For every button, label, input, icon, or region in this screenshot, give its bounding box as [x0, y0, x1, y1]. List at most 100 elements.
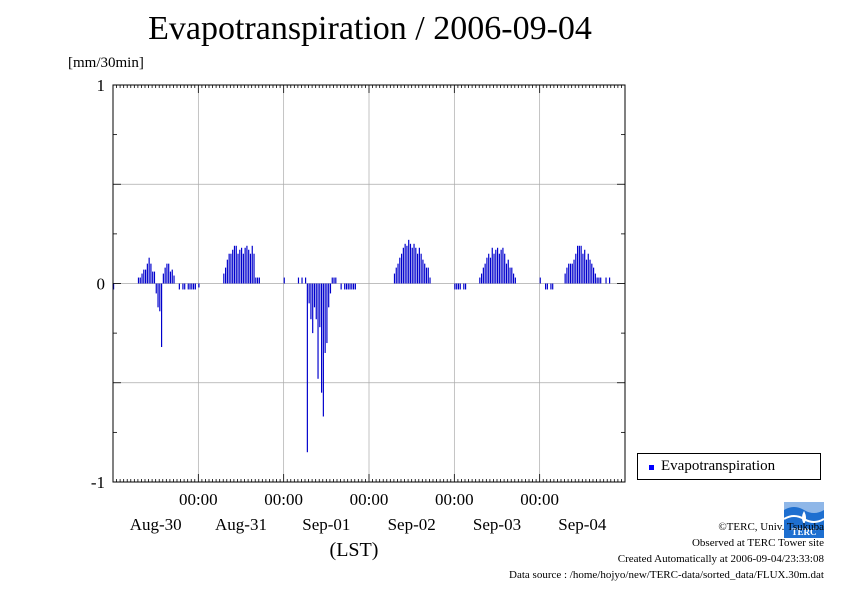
x-date-label: Sep-01 — [302, 515, 350, 534]
data-bar — [495, 249, 497, 284]
data-bar — [313, 283, 316, 308]
data-bar — [182, 283, 184, 290]
data-bar — [424, 263, 426, 284]
x-date-label: Aug-31 — [215, 515, 267, 534]
data-bar — [193, 283, 195, 290]
data-bar — [417, 253, 419, 284]
y-tick-label: 0 — [97, 275, 106, 294]
data-bar — [347, 283, 349, 290]
data-bar — [340, 283, 342, 290]
x-tick-label-time: 00:00 — [435, 490, 474, 509]
data-bar — [230, 253, 232, 284]
data-bar — [491, 247, 493, 284]
data-bar — [573, 259, 575, 284]
data-bar — [143, 269, 145, 284]
legend-label: Evapotranspiration — [661, 458, 776, 474]
x-tick-label-time: 00:00 — [264, 490, 303, 509]
credit-created: Created Automatically at 2006-09-04/23:3… — [617, 553, 824, 565]
data-bar — [155, 283, 157, 294]
data-bar — [308, 283, 310, 304]
data-bar — [333, 277, 335, 284]
data-bar — [408, 239, 410, 284]
y-unit-label: [mm/30min] — [68, 55, 144, 71]
data-bar — [504, 253, 506, 284]
data-bar — [484, 263, 486, 284]
data-bar — [349, 283, 351, 290]
data-bar — [161, 283, 163, 348]
data-bar — [173, 275, 175, 284]
data-bar — [319, 283, 321, 328]
data-bar — [463, 283, 465, 290]
data-bar — [113, 283, 115, 290]
data-bar — [569, 263, 572, 284]
data-bar — [505, 263, 508, 284]
data-bar — [514, 277, 516, 284]
data-bar — [351, 283, 353, 290]
credit-copyright: ©TERC, Univ. Tsukuba — [718, 521, 824, 533]
data-bar — [145, 269, 147, 284]
x-date-label: Sep-02 — [388, 515, 436, 534]
data-bar — [255, 277, 257, 284]
data-bar — [305, 277, 307, 284]
data-bar — [184, 283, 186, 290]
data-bar — [454, 283, 456, 290]
data-bar — [596, 277, 598, 284]
data-bar — [457, 283, 460, 290]
data-bar — [194, 283, 196, 290]
data-bar — [493, 253, 495, 284]
data-bar — [409, 243, 412, 284]
data-bar — [593, 267, 595, 284]
data-bar — [152, 271, 154, 284]
data-bar — [162, 273, 164, 284]
data-bar — [171, 269, 173, 284]
data-bar — [415, 247, 417, 284]
data-bar — [546, 283, 548, 290]
data-bar — [335, 277, 337, 284]
data-bar — [564, 273, 566, 284]
data-bar — [328, 283, 330, 308]
data-bar — [258, 277, 260, 284]
data-bar — [550, 283, 552, 290]
data-bar — [297, 277, 300, 284]
data-bar — [425, 267, 428, 284]
data-bar — [241, 247, 243, 284]
data-bar — [306, 283, 308, 453]
axis-ticks — [112, 84, 626, 483]
data-bar — [168, 263, 170, 284]
x-tick-label-time: 00:00 — [179, 490, 218, 509]
terc-logo-icon: TERC — [784, 502, 824, 538]
data-bar — [310, 283, 312, 320]
data-bar — [395, 267, 397, 284]
data-bar — [223, 273, 225, 284]
data-bar — [178, 283, 180, 290]
chart-title: Evapotranspiration / 2006-09-04 — [148, 10, 592, 47]
data-bar — [312, 283, 314, 334]
data-bar — [571, 263, 573, 284]
data-bar — [153, 271, 156, 284]
data-bar — [242, 253, 244, 284]
logo-text: TERC — [791, 527, 816, 537]
data-bar — [422, 259, 424, 284]
x-axis-label: (LST) — [330, 539, 379, 561]
data-bar — [404, 243, 406, 284]
data-bar — [575, 253, 577, 284]
data-bar — [228, 253, 230, 284]
data-bar — [406, 245, 408, 284]
data-bar — [509, 267, 511, 284]
data-bar — [225, 267, 227, 284]
data-bar — [317, 283, 319, 379]
data-bar — [166, 263, 168, 284]
data-bar — [157, 283, 159, 308]
data-bar — [481, 273, 483, 284]
data-bar — [246, 245, 248, 284]
legend-marker — [649, 465, 654, 470]
axis-labels: -1 0 1 00:00 00:00 00:00 00:00 00:00 Aug-30 Aug-3… — [91, 76, 607, 561]
data-bar — [486, 257, 488, 284]
data-bar — [189, 283, 191, 290]
data-bar — [326, 283, 328, 344]
data-bar — [322, 283, 324, 417]
data-bar — [577, 245, 579, 284]
data-bar — [249, 253, 252, 284]
data-bar — [507, 259, 509, 284]
